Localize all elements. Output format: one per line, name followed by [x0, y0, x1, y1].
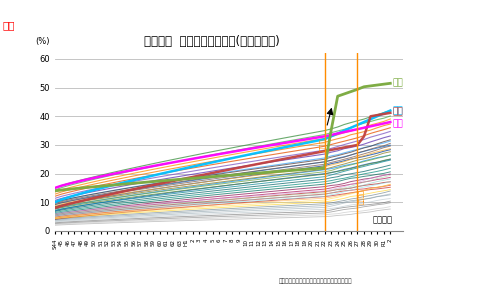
Text: 宮城: 宮城 — [392, 79, 403, 88]
Text: 熊本: 熊本 — [392, 107, 403, 116]
Text: (%): (%) — [36, 37, 50, 46]
Title: 地震保険  世帯加入率の推移(都道府県別): 地震保険 世帯加入率の推移(都道府県別) — [144, 35, 279, 48]
Text: 熊本地震: 熊本地震 — [359, 189, 364, 204]
Text: ３１１: ３１１ — [319, 139, 325, 151]
Text: 出所：損害保険料率算出機構「地震保険統計」: 出所：損害保険料率算出機構「地震保険統計」 — [278, 278, 352, 284]
Text: （年度）: （年度） — [372, 215, 392, 224]
Text: マ！: マ！ — [2, 20, 15, 30]
Text: 東京: 東京 — [392, 119, 403, 128]
Text: 愛知: 愛知 — [392, 106, 403, 115]
